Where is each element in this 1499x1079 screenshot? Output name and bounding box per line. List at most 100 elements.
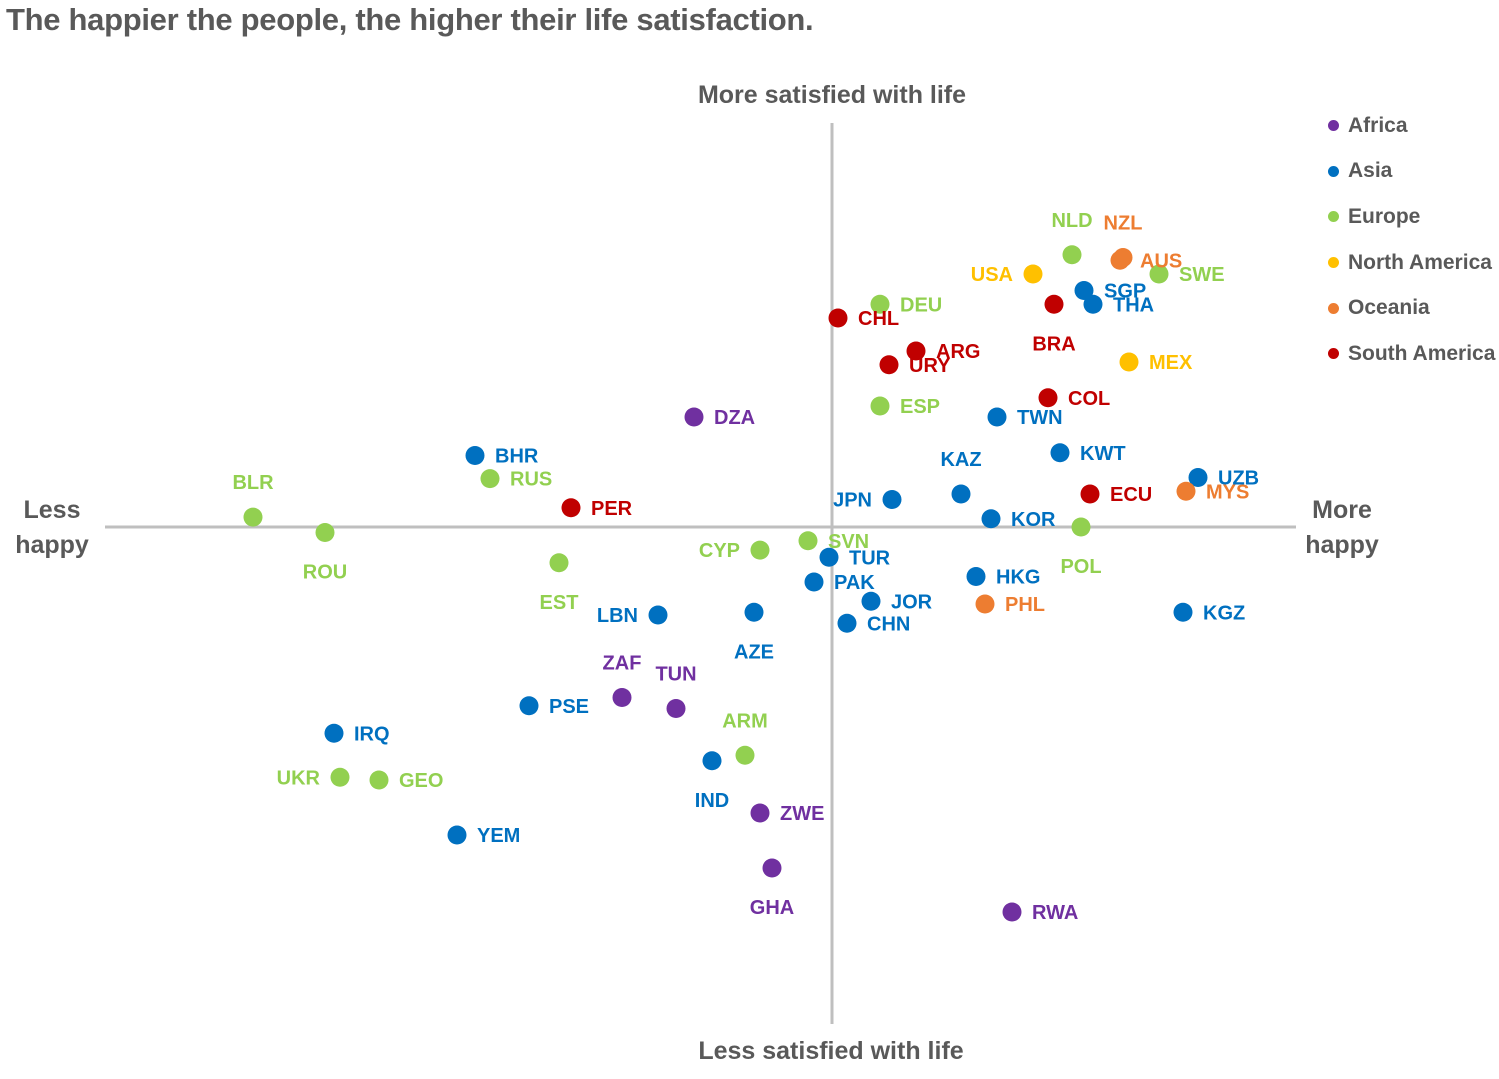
point-marker	[870, 396, 890, 416]
data-point-mys: MYS	[1176, 481, 1249, 503]
data-point-zaf: ZAF	[603, 653, 642, 707]
point-label: USA	[971, 264, 1013, 286]
point-marker	[1023, 264, 1043, 284]
y-axis-bottom-label: Less satisfied with life	[698, 1037, 964, 1065]
legend-item-south-america: South America	[1328, 331, 1495, 377]
point-label: CHN	[867, 613, 910, 635]
data-point-blr: BLR	[232, 472, 274, 527]
point-marker	[549, 553, 569, 573]
point-label: IND	[695, 790, 729, 812]
data-point-swe: SWE	[1149, 264, 1225, 286]
data-point-deu: DEU	[870, 294, 942, 316]
legend-item-oceania: Oceania	[1328, 285, 1495, 331]
data-point-kaz: KAZ	[940, 449, 982, 504]
legend-item-asia: Asia	[1328, 149, 1495, 195]
point-label: YEM	[477, 825, 520, 847]
point-marker	[870, 294, 890, 314]
point-marker	[519, 696, 539, 716]
point-label: KWT	[1080, 443, 1126, 465]
chart-title: The happier the people, the higher their…	[6, 2, 814, 37]
data-point-pak: PAK	[804, 572, 875, 594]
point-label: PHL	[1005, 594, 1045, 616]
point-marker	[666, 699, 686, 718]
data-point-pse: PSE	[519, 696, 589, 718]
legend-dot-icon	[1328, 165, 1339, 177]
points-layer: DZA ZAF TUN ZWE GHA RWA BHR JPN KAZ KOR TWN KWT SGP T…	[232, 210, 1259, 924]
data-point-col: COL	[1038, 388, 1110, 410]
data-point-yem: YEM	[447, 825, 520, 847]
data-point-cyp: CYP	[699, 540, 770, 562]
point-marker	[1050, 443, 1070, 463]
data-point-ecu: ECU	[1080, 484, 1152, 506]
data-point-gha: GHA	[750, 858, 794, 919]
point-marker	[1038, 388, 1058, 408]
x-axis-right-label: More happy	[1305, 496, 1379, 559]
data-point-est: EST	[540, 553, 578, 614]
point-marker	[987, 407, 1007, 427]
point-marker	[750, 540, 770, 560]
point-label: DZA	[714, 407, 755, 429]
data-point-bhr: BHR	[465, 446, 539, 468]
legend-dot-icon	[1328, 302, 1339, 314]
point-marker	[465, 446, 485, 465]
data-point-dza: DZA	[684, 407, 755, 429]
data-point-rou: ROU	[303, 523, 347, 584]
point-label: ZWE	[780, 803, 824, 825]
point-label: KAZ	[940, 449, 981, 471]
point-label: CHL	[858, 308, 899, 330]
point-marker	[744, 602, 764, 622]
point-marker	[447, 825, 467, 845]
point-label: JOR	[891, 591, 933, 613]
point-marker	[369, 770, 389, 790]
point-label: ZAF	[603, 653, 642, 675]
point-marker	[1071, 517, 1091, 537]
legend-dot-icon	[1328, 120, 1339, 132]
point-label: RUS	[510, 469, 552, 491]
data-point-tur: TUR	[819, 547, 891, 569]
legend-item-africa: Africa	[1328, 103, 1495, 149]
data-point-bra: BRA	[1032, 294, 1076, 355]
point-label: SGP	[1104, 281, 1146, 303]
point-marker	[1188, 468, 1208, 487]
point-marker	[330, 767, 350, 787]
data-point-ukr: UKR	[277, 767, 350, 789]
data-point-geo: GEO	[369, 770, 443, 792]
legend-dot-icon	[1328, 257, 1339, 269]
point-marker	[879, 355, 899, 375]
data-point-ury: URY	[879, 355, 951, 377]
point-marker	[1062, 245, 1082, 265]
point-label: JPN	[833, 490, 872, 512]
data-point-ind: IND	[695, 751, 729, 812]
point-marker	[315, 523, 335, 542]
legend-label: Asia	[1348, 159, 1393, 183]
point-label: PSE	[549, 696, 589, 718]
point-label: TWN	[1017, 407, 1063, 429]
point-label: SWE	[1179, 264, 1225, 286]
point-label: KOR	[1011, 509, 1056, 531]
point-marker	[798, 531, 818, 551]
point-label: TUN	[655, 664, 696, 686]
point-label: ARM	[722, 710, 768, 732]
legend-label: Europe	[1348, 204, 1421, 228]
point-marker	[1080, 484, 1100, 504]
data-point-kor: KOR	[981, 509, 1056, 531]
data-point-twn: TWN	[987, 407, 1063, 429]
data-point-phl: PHL	[975, 594, 1045, 616]
point-marker	[1110, 250, 1130, 270]
data-point-jor: JOR	[861, 591, 933, 613]
point-label: MYS	[1206, 481, 1249, 503]
point-marker	[906, 341, 926, 361]
legend-label: Oceania	[1348, 296, 1430, 320]
point-marker	[702, 751, 722, 771]
data-point-rwa: RWA	[1002, 902, 1078, 924]
point-label: HKG	[996, 567, 1040, 589]
point-marker	[648, 605, 668, 625]
x-axis-left-label: Less happy	[15, 496, 89, 559]
point-label: URY	[909, 355, 951, 377]
point-marker	[243, 507, 263, 527]
point-label: ROU	[303, 562, 347, 584]
point-marker	[951, 484, 971, 504]
data-point-tun: TUN	[655, 664, 697, 718]
point-label: MEX	[1149, 352, 1193, 374]
point-marker	[975, 594, 995, 614]
